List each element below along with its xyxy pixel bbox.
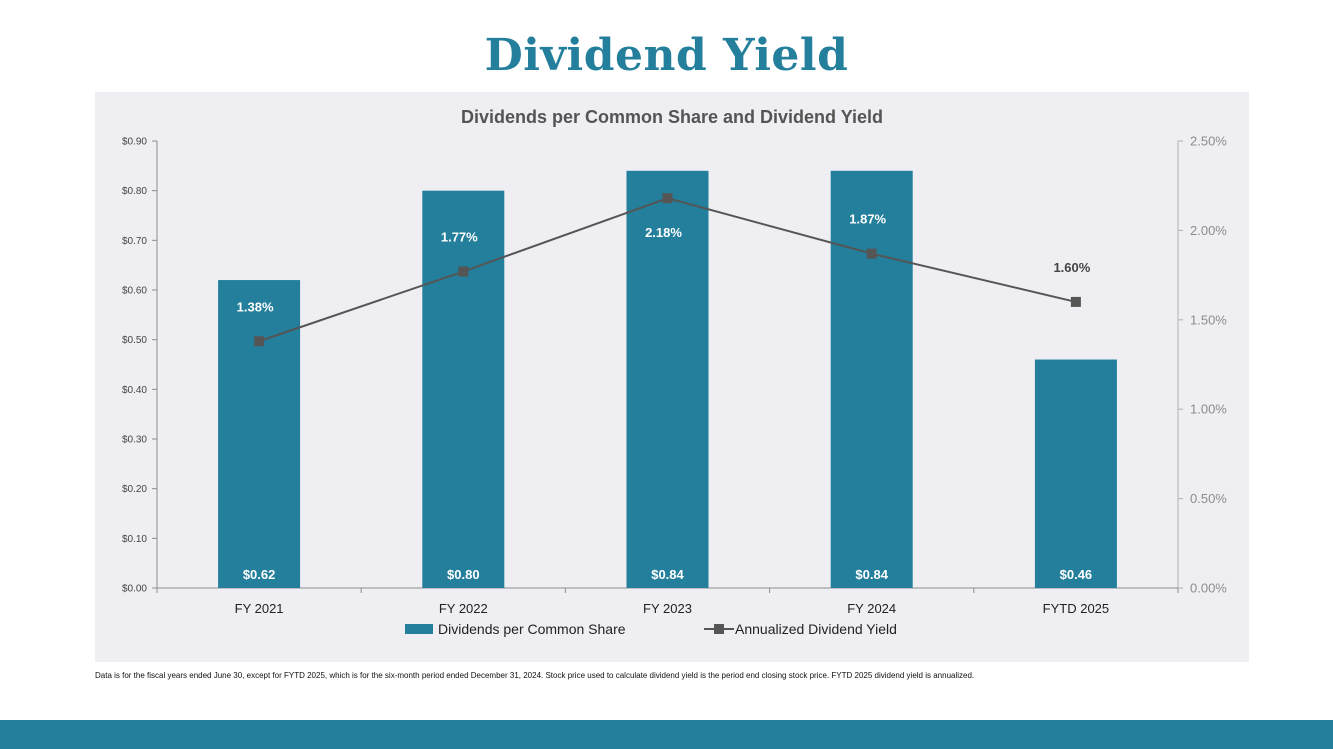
chart-title: Dividends per Common Share and Dividend …: [461, 107, 883, 127]
legend-bar-swatch: [405, 624, 433, 634]
yield-marker: [866, 248, 877, 259]
y-left-tick-label: $0.60: [122, 286, 147, 297]
bar: [218, 280, 301, 588]
y-right-tick-label: 1.00%: [1190, 402, 1227, 417]
y-left-tick-label: $0.70: [122, 236, 147, 247]
y-right-tick-label: 2.00%: [1190, 223, 1227, 238]
x-tick-label: FYTD 2025: [1043, 601, 1109, 616]
y-left-tick-label: $0.80: [122, 186, 147, 197]
bar: [626, 170, 709, 589]
yield-data-label: 1.77%: [441, 230, 478, 245]
legend-bar-label: Dividends per Common Share: [438, 621, 626, 637]
bar: [1034, 359, 1117, 588]
yield-marker: [458, 266, 469, 277]
y-left-tick-label: $0.90: [122, 137, 147, 148]
bar-data-label: $0.84: [855, 567, 888, 582]
x-tick-label: FY 2022: [439, 601, 488, 616]
bar: [830, 170, 913, 589]
bar-data-label: $0.62: [243, 567, 276, 582]
yield-marker: [1070, 296, 1081, 307]
y-left-tick-label: $0.00: [122, 584, 147, 595]
legend-line-marker: [714, 624, 724, 634]
y-left-tick-label: $0.50: [122, 335, 147, 346]
y-left-tick-label: $0.10: [122, 534, 147, 545]
chart-panel: Dividends per Common Share and Dividend …: [95, 92, 1249, 662]
bar-data-label: $0.80: [447, 567, 480, 582]
legend-line-label: Annualized Dividend Yield: [735, 621, 897, 637]
y-right-tick-label: 1.50%: [1190, 312, 1227, 327]
y-left-tick-label: $0.20: [122, 484, 147, 495]
y-right-tick-label: 0.50%: [1190, 491, 1227, 506]
x-tick-label: FY 2021: [235, 601, 284, 616]
y-right-tick-label: 2.50%: [1190, 134, 1227, 149]
yield-data-label: 1.87%: [849, 212, 886, 227]
yield-marker: [254, 336, 265, 347]
bottom-band: [0, 720, 1333, 749]
bar: [422, 190, 505, 588]
yield-marker: [662, 193, 673, 204]
bar-data-label: $0.46: [1060, 567, 1093, 582]
y-left-tick-label: $0.30: [122, 435, 147, 446]
page-title: Dividend Yield: [484, 30, 849, 81]
bar-data-label: $0.84: [651, 567, 684, 582]
yield-data-label: 1.60%: [1053, 260, 1090, 275]
combo-chart: Dividends per Common Share and Dividend …: [122, 107, 1227, 637]
y-left-tick-label: $0.40: [122, 385, 147, 396]
footnote: Data is for the fiscal years ended June …: [95, 671, 975, 680]
yield-data-label: 2.18%: [645, 225, 682, 240]
yield-data-label: 1.38%: [237, 299, 274, 314]
x-tick-label: FY 2023: [643, 601, 692, 616]
x-tick-label: FY 2024: [847, 601, 896, 616]
y-right-tick-label: 0.00%: [1190, 581, 1227, 596]
